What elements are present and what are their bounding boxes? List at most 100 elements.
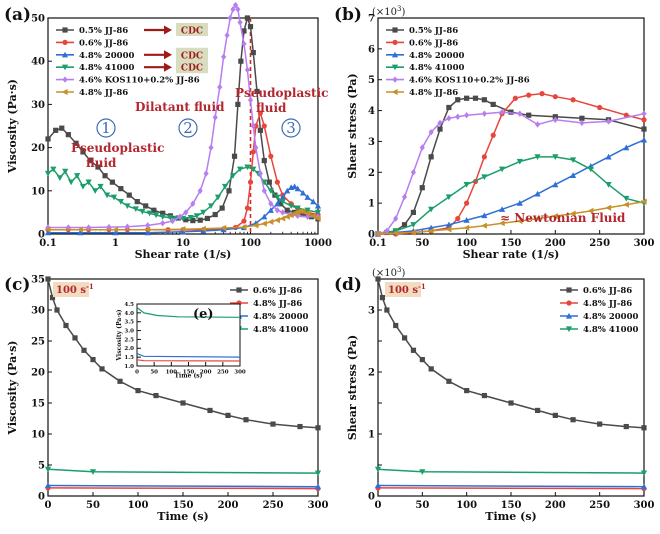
panel-b-x-tick-label: 300 <box>634 238 655 249</box>
panel-a-data-point <box>197 187 203 194</box>
panel-b-data-point <box>641 126 647 132</box>
panel-d-data-point <box>623 423 629 430</box>
panel-d-data-point <box>428 366 434 372</box>
panel-a-data-point <box>288 203 295 210</box>
panel-b-data-point <box>517 110 523 117</box>
panel-a-data-point <box>244 66 251 74</box>
panel-b-legend-marker <box>392 27 398 33</box>
pseudoplastic-right-line1: Pseudoplastic <box>235 86 328 100</box>
panel-a-y-tick-label: 40 <box>31 57 45 68</box>
panel-b-data-point <box>552 181 559 188</box>
panel-a-data-point <box>159 214 166 220</box>
panel-a-cdc-badge <box>176 47 208 61</box>
panel-d-legend-item: 4.8% 41000 <box>560 325 638 335</box>
panel-a-data-point <box>304 194 311 200</box>
panel-b-y-tick-label: 6 <box>368 44 375 55</box>
region-1-label: 1 <box>101 119 111 137</box>
panel-a-data-point <box>153 212 160 219</box>
panel-a-data-point <box>244 205 251 211</box>
panel-a-cdc-arrow-head <box>164 50 172 60</box>
panel-d-legend-label: 4.8% 41000 <box>583 325 638 335</box>
panel-a-legend-marker <box>61 64 69 71</box>
panel-d-legend-item: 4.8% JJ-86 <box>560 299 632 309</box>
region-2-label: 2 <box>183 119 193 137</box>
panel-b-legend: 0.5% JJ-86 0.6% JJ-86 4.8% 20000 4.8% 41000… <box>386 26 530 98</box>
panel-d-data-point <box>597 421 603 427</box>
panel-b-data-point <box>455 97 461 103</box>
region-1-circle <box>96 118 116 138</box>
panel-a-data-point <box>73 140 79 146</box>
panel-e-x-tick-label: 300 <box>234 370 246 376</box>
panel-e-series-2 <box>136 353 241 358</box>
panel-d-data-point <box>641 425 647 431</box>
panel-a-legend-marker <box>62 76 68 83</box>
panel-d-x-tick-label: 200 <box>545 500 566 511</box>
panel-a-data-point <box>284 187 291 194</box>
panel-b-data-point <box>374 230 381 238</box>
panel-c-data-point <box>81 347 87 353</box>
panel-a-data-point <box>200 227 207 234</box>
panel-a-series-3 <box>44 183 322 236</box>
panel-b-series-line <box>377 139 645 235</box>
panel-a-data-point <box>280 209 286 216</box>
panel-b-data-point <box>472 95 479 101</box>
panel-e-x-axis-label: Time (s) <box>174 373 202 380</box>
panel-b-data-point <box>534 121 541 128</box>
panel-a-data-point <box>236 166 244 173</box>
panel-b-data-point <box>428 227 434 235</box>
panel-e-series-line <box>136 307 241 318</box>
panel-b-data-point <box>437 126 443 132</box>
panel-a-data-point <box>221 183 229 190</box>
panel-c-data-point <box>99 366 105 372</box>
panel-b-legend-item: 4.6% KOS110+0.2% JJ-86 <box>386 76 530 86</box>
panel-b-data-point <box>464 112 470 119</box>
panel-a-data-point <box>212 211 218 218</box>
panel-a-data-point <box>279 199 286 205</box>
panel-a-data-point <box>110 194 118 201</box>
panel-a-data-point <box>241 218 247 224</box>
panel-c-data-point <box>153 392 159 399</box>
rate-badge-d: 100 s-1 <box>385 282 426 297</box>
panel-a-legend-label: 0.5% JJ-86 <box>79 26 128 36</box>
panel-a-data-point <box>267 218 274 226</box>
panel-a-data-point <box>257 127 263 133</box>
panel-d-legend-marker <box>566 287 572 293</box>
panel-a-data-point <box>102 173 108 179</box>
panel-c-viscosity-vs-time: 0 50 100 150 200 250 300 0 5 10 15 20 25 30 35 Time (s)… <box>6 275 328 524</box>
panel-d-data-point <box>393 322 399 329</box>
panel-a-data-point <box>267 207 274 213</box>
panel-b-legend-marker <box>391 64 399 71</box>
panel-c-y-tick-label: 25 <box>31 337 45 348</box>
panel-a-data-point <box>112 229 119 236</box>
panel-c-y-axis-label: Viscosity (Pa·s) <box>6 341 19 436</box>
panel-b-legend-marker <box>391 88 398 96</box>
panel-b-data-point <box>579 115 585 121</box>
panel-a-series-5 <box>45 1 321 231</box>
panel-a-data-point <box>304 207 311 214</box>
panel-c-data-point <box>243 417 249 423</box>
panel-d-y-axis-label: Shear stress (Pa) <box>346 335 359 441</box>
panel-a-data-point <box>257 170 263 177</box>
panel-c-data-point <box>135 388 141 394</box>
panel-a-legend-marker <box>62 39 68 46</box>
panel-a-data-point <box>257 110 263 116</box>
panel-a-series-6 <box>44 208 321 233</box>
region-2-circle <box>178 118 198 138</box>
panel-a-data-point <box>266 179 272 185</box>
panel-a-data-point <box>106 223 112 231</box>
panel-e-y-tick-label: 4.5 <box>124 302 134 308</box>
panel-b-data-point <box>605 118 612 125</box>
panel-a-data-point <box>167 214 174 221</box>
panel-c-y-tick-label: 10 <box>31 430 45 441</box>
panel-e-x-tick-label: 200 <box>200 370 212 376</box>
panel-a-legend-item: 4.6% KOS110+0.2% JJ-86 <box>56 76 200 86</box>
panel-a-data-point <box>85 179 92 186</box>
panel-b-data-point <box>579 119 585 127</box>
panel-c-data-point <box>117 378 123 384</box>
panel-a-data-point <box>235 6 241 13</box>
panel-a-data-point <box>268 153 274 159</box>
panel-a-data-point <box>50 166 57 173</box>
panel-d-y-tick-label: 1 <box>368 430 375 441</box>
panel-a-data-point <box>112 226 119 233</box>
panel-b-y-tick-label: 5 <box>368 75 375 86</box>
